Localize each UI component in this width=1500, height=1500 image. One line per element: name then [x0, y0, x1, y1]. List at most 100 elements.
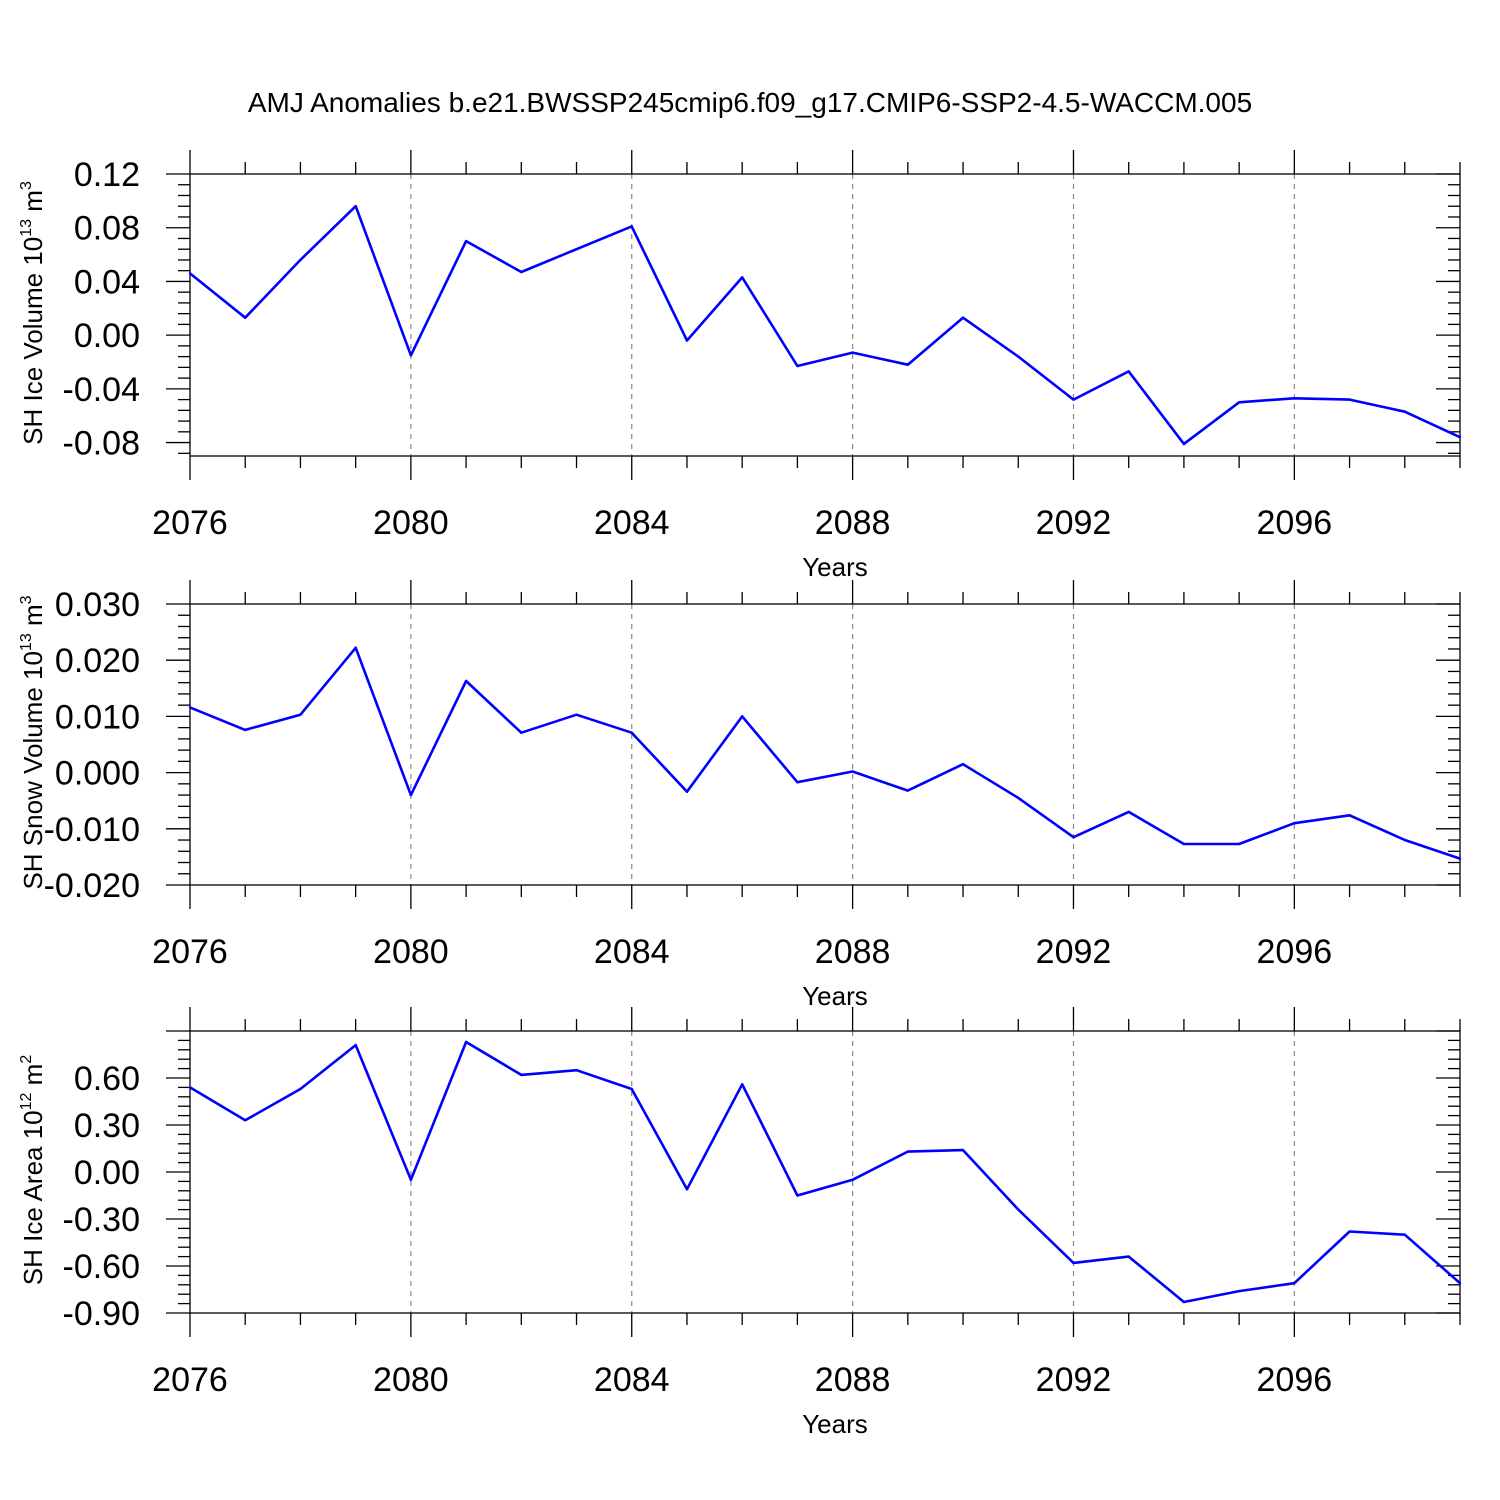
data-point — [1017, 1208, 1020, 1211]
x-tick-label: 2092 — [1036, 933, 1112, 971]
data-point — [851, 1178, 854, 1182]
x-tick-label: 2088 — [815, 1361, 891, 1399]
y-axis-title-part: m — [18, 1064, 48, 1093]
y-tick-label: 0.020 — [55, 642, 140, 680]
data-point — [1127, 1255, 1130, 1258]
x-tick-label: 2088 — [815, 933, 891, 971]
data-point — [464, 1040, 468, 1044]
x-tick-label: 2088 — [815, 504, 891, 542]
y-tick-label: -0.020 — [44, 867, 140, 905]
x-tick-label: 2084 — [594, 933, 670, 971]
x-tick-label: 2096 — [1257, 933, 1333, 971]
x-tick-label: 2092 — [1036, 1361, 1112, 1399]
data-point — [1348, 398, 1351, 401]
plot-frame — [189, 1030, 1461, 1314]
data-point — [244, 1119, 247, 1122]
x-tick-label: 2096 — [1257, 504, 1333, 542]
x-tick-label: 2096 — [1257, 1361, 1333, 1399]
data-point — [1127, 810, 1130, 814]
data-point — [354, 205, 357, 208]
series-line — [189, 646, 1461, 860]
data-point — [1293, 821, 1296, 825]
figure-title: AMJ Anomalies b.e21.BWSSP245cmip6.f09_g1… — [248, 87, 1252, 118]
x-tick-label: 2076 — [152, 1361, 228, 1399]
y-axis-title-part: m — [18, 190, 48, 219]
x-tick-label: 2084 — [594, 504, 670, 542]
y-tick-label: 0.04 — [74, 263, 140, 301]
y-tick-label: 0.08 — [74, 210, 140, 248]
data-point — [906, 363, 910, 366]
data-point — [409, 1178, 413, 1182]
data-point — [299, 258, 302, 262]
data-point — [740, 1083, 744, 1086]
data-point — [520, 731, 523, 734]
data-point — [796, 1194, 799, 1197]
data-point — [851, 351, 854, 354]
data-point — [188, 1086, 192, 1089]
data-point — [575, 248, 578, 251]
data-point — [961, 762, 965, 766]
y-tick-label: -0.04 — [63, 371, 141, 409]
x-tick-label: 2080 — [373, 933, 449, 971]
data-point — [299, 1087, 302, 1091]
data-point — [1182, 1300, 1186, 1304]
data-point — [1237, 842, 1241, 846]
plot-frame — [189, 603, 1461, 886]
x-tick-label: 2076 — [152, 504, 228, 542]
data-point — [1072, 398, 1075, 401]
data-point — [1403, 410, 1406, 413]
y-axis-title-superscript: 3 — [18, 595, 35, 604]
y-tick-label: 0.30 — [74, 1107, 140, 1145]
data-point — [685, 1188, 689, 1191]
y-tick-label: 0.030 — [55, 586, 140, 624]
data-point — [575, 713, 578, 716]
x-tick-label: 2092 — [1036, 504, 1112, 542]
y-tick-label: -0.90 — [63, 1295, 141, 1333]
data-point — [1403, 1233, 1406, 1236]
data-point — [740, 276, 744, 279]
data-point — [1237, 401, 1241, 404]
series-line — [189, 204, 1461, 446]
data-point — [796, 364, 799, 368]
data-point — [1017, 796, 1020, 800]
data-point — [244, 316, 247, 319]
data-point — [1458, 436, 1462, 439]
x-tick-label: 2084 — [594, 1361, 670, 1399]
y-axis-title-part: m — [18, 604, 48, 633]
data-point — [188, 706, 192, 709]
data-point — [354, 1043, 357, 1047]
y-tick-label: 0.010 — [55, 698, 140, 736]
y-tick-label: -0.08 — [63, 425, 141, 463]
y-tick-label: 0.12 — [74, 156, 140, 194]
panel-2: 2076 2080 2084 2088 2092 2096 0.030 0.020 0.010 0… — [18, 580, 1462, 1011]
data-point — [188, 272, 192, 275]
y-tick-label: 0.00 — [74, 1154, 140, 1192]
data-point — [961, 316, 965, 319]
data-point — [1293, 1282, 1296, 1285]
data-point — [1072, 1261, 1075, 1265]
y-tick-label: -0.30 — [63, 1201, 141, 1239]
data-point — [1458, 857, 1462, 860]
x-axis-title: Years — [802, 981, 868, 1011]
data-point — [1237, 1289, 1241, 1293]
y-axis-title-part: SH Ice Volume 10 — [18, 237, 48, 445]
y-axis-title-superscript: 13 — [18, 219, 35, 237]
panel-1: 2076 2080 2084 2088 2092 2096 0.12 0.08 0.04 0.00… — [18, 150, 1462, 582]
data-point — [1017, 355, 1020, 358]
x-axis-title: Years — [802, 552, 868, 582]
x-tick-label: 2080 — [373, 1361, 449, 1399]
panel-3: 2076 2080 2084 2088 2092 2096 0.60 0.30 0.00 -0.3… — [18, 1007, 1462, 1439]
y-tick-label: 0.60 — [74, 1060, 140, 1098]
x-axis-title: Years — [802, 1409, 868, 1439]
data-point — [851, 770, 854, 773]
y-axis-title: SH Ice Volume 1013 m3 — [18, 181, 48, 445]
series-line — [189, 1040, 1461, 1304]
y-tick-label: 0.00 — [74, 317, 140, 355]
data-point — [1348, 814, 1351, 817]
y-tick-label: 0.000 — [55, 755, 140, 793]
x-tick-label: 2080 — [373, 504, 449, 542]
y-axis-title: SH Snow Volume 1013 m3 — [18, 595, 48, 889]
data-point — [409, 793, 413, 797]
data-point — [685, 339, 689, 342]
